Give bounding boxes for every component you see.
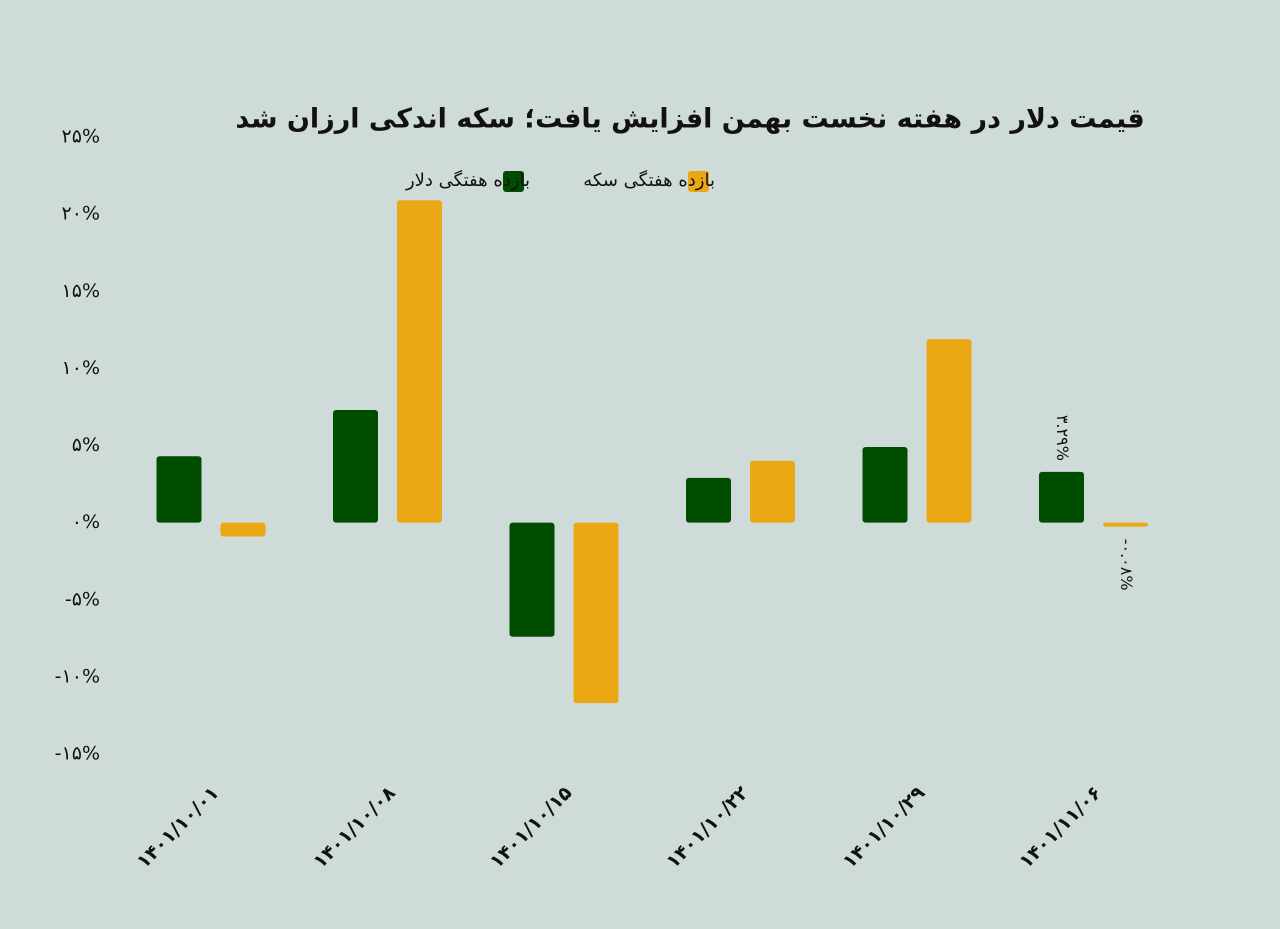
y-tick-label: ۱۰% — [62, 357, 100, 379]
y-tick-label: ۵% — [72, 434, 100, 456]
x-tick-label: ۱۴۰۱/۱۰/۰۸ — [309, 782, 400, 873]
y-tick-label: ۲۰% — [62, 203, 100, 225]
bar — [1039, 471, 1084, 523]
bar — [1103, 522, 1148, 527]
y-tick-label: -۵% — [65, 588, 100, 610]
y-tick-label: -۱۰% — [55, 665, 100, 687]
chart-title: قیمت دلار در هفته نخست بهمن افزایش یافت؛… — [235, 104, 1144, 135]
legend-label: بازده هفتگی سکه — [583, 169, 715, 191]
y-tick-label: ۱۵% — [62, 280, 100, 302]
x-tick-label: ۱۴۰۱/۱۱/۰۶ — [1015, 782, 1106, 873]
bar — [509, 522, 555, 637]
value-label: -۰.۰۸% — [1117, 539, 1136, 591]
bar — [926, 339, 972, 523]
bar — [333, 410, 378, 523]
x-tick-label: ۱۴۰۱/۱۰/۱۵ — [485, 782, 576, 873]
legend-swatch — [503, 171, 524, 192]
x-tick-label: ۱۴۰۱/۱۰/۰۱ — [132, 782, 223, 873]
bar — [750, 460, 795, 523]
x-tick-label: ۱۴۰۱/۱۰/۲۲ — [662, 782, 753, 873]
bar — [156, 456, 202, 523]
y-tick-label: ۲۵% — [62, 126, 100, 148]
value-label: ۳.۲۹% — [1053, 415, 1072, 461]
bar — [220, 522, 266, 537]
bar — [573, 522, 619, 704]
bar — [862, 447, 908, 523]
y-tick-label: ۰% — [72, 511, 100, 533]
y-tick-label: -۱۵% — [55, 743, 100, 765]
bar — [686, 477, 731, 523]
bar — [397, 200, 442, 523]
x-tick-label: ۱۴۰۱/۱۰/۲۹ — [838, 782, 929, 873]
legend-swatch — [688, 171, 709, 192]
legend-label: بازده هفتگی دلار — [405, 169, 530, 191]
